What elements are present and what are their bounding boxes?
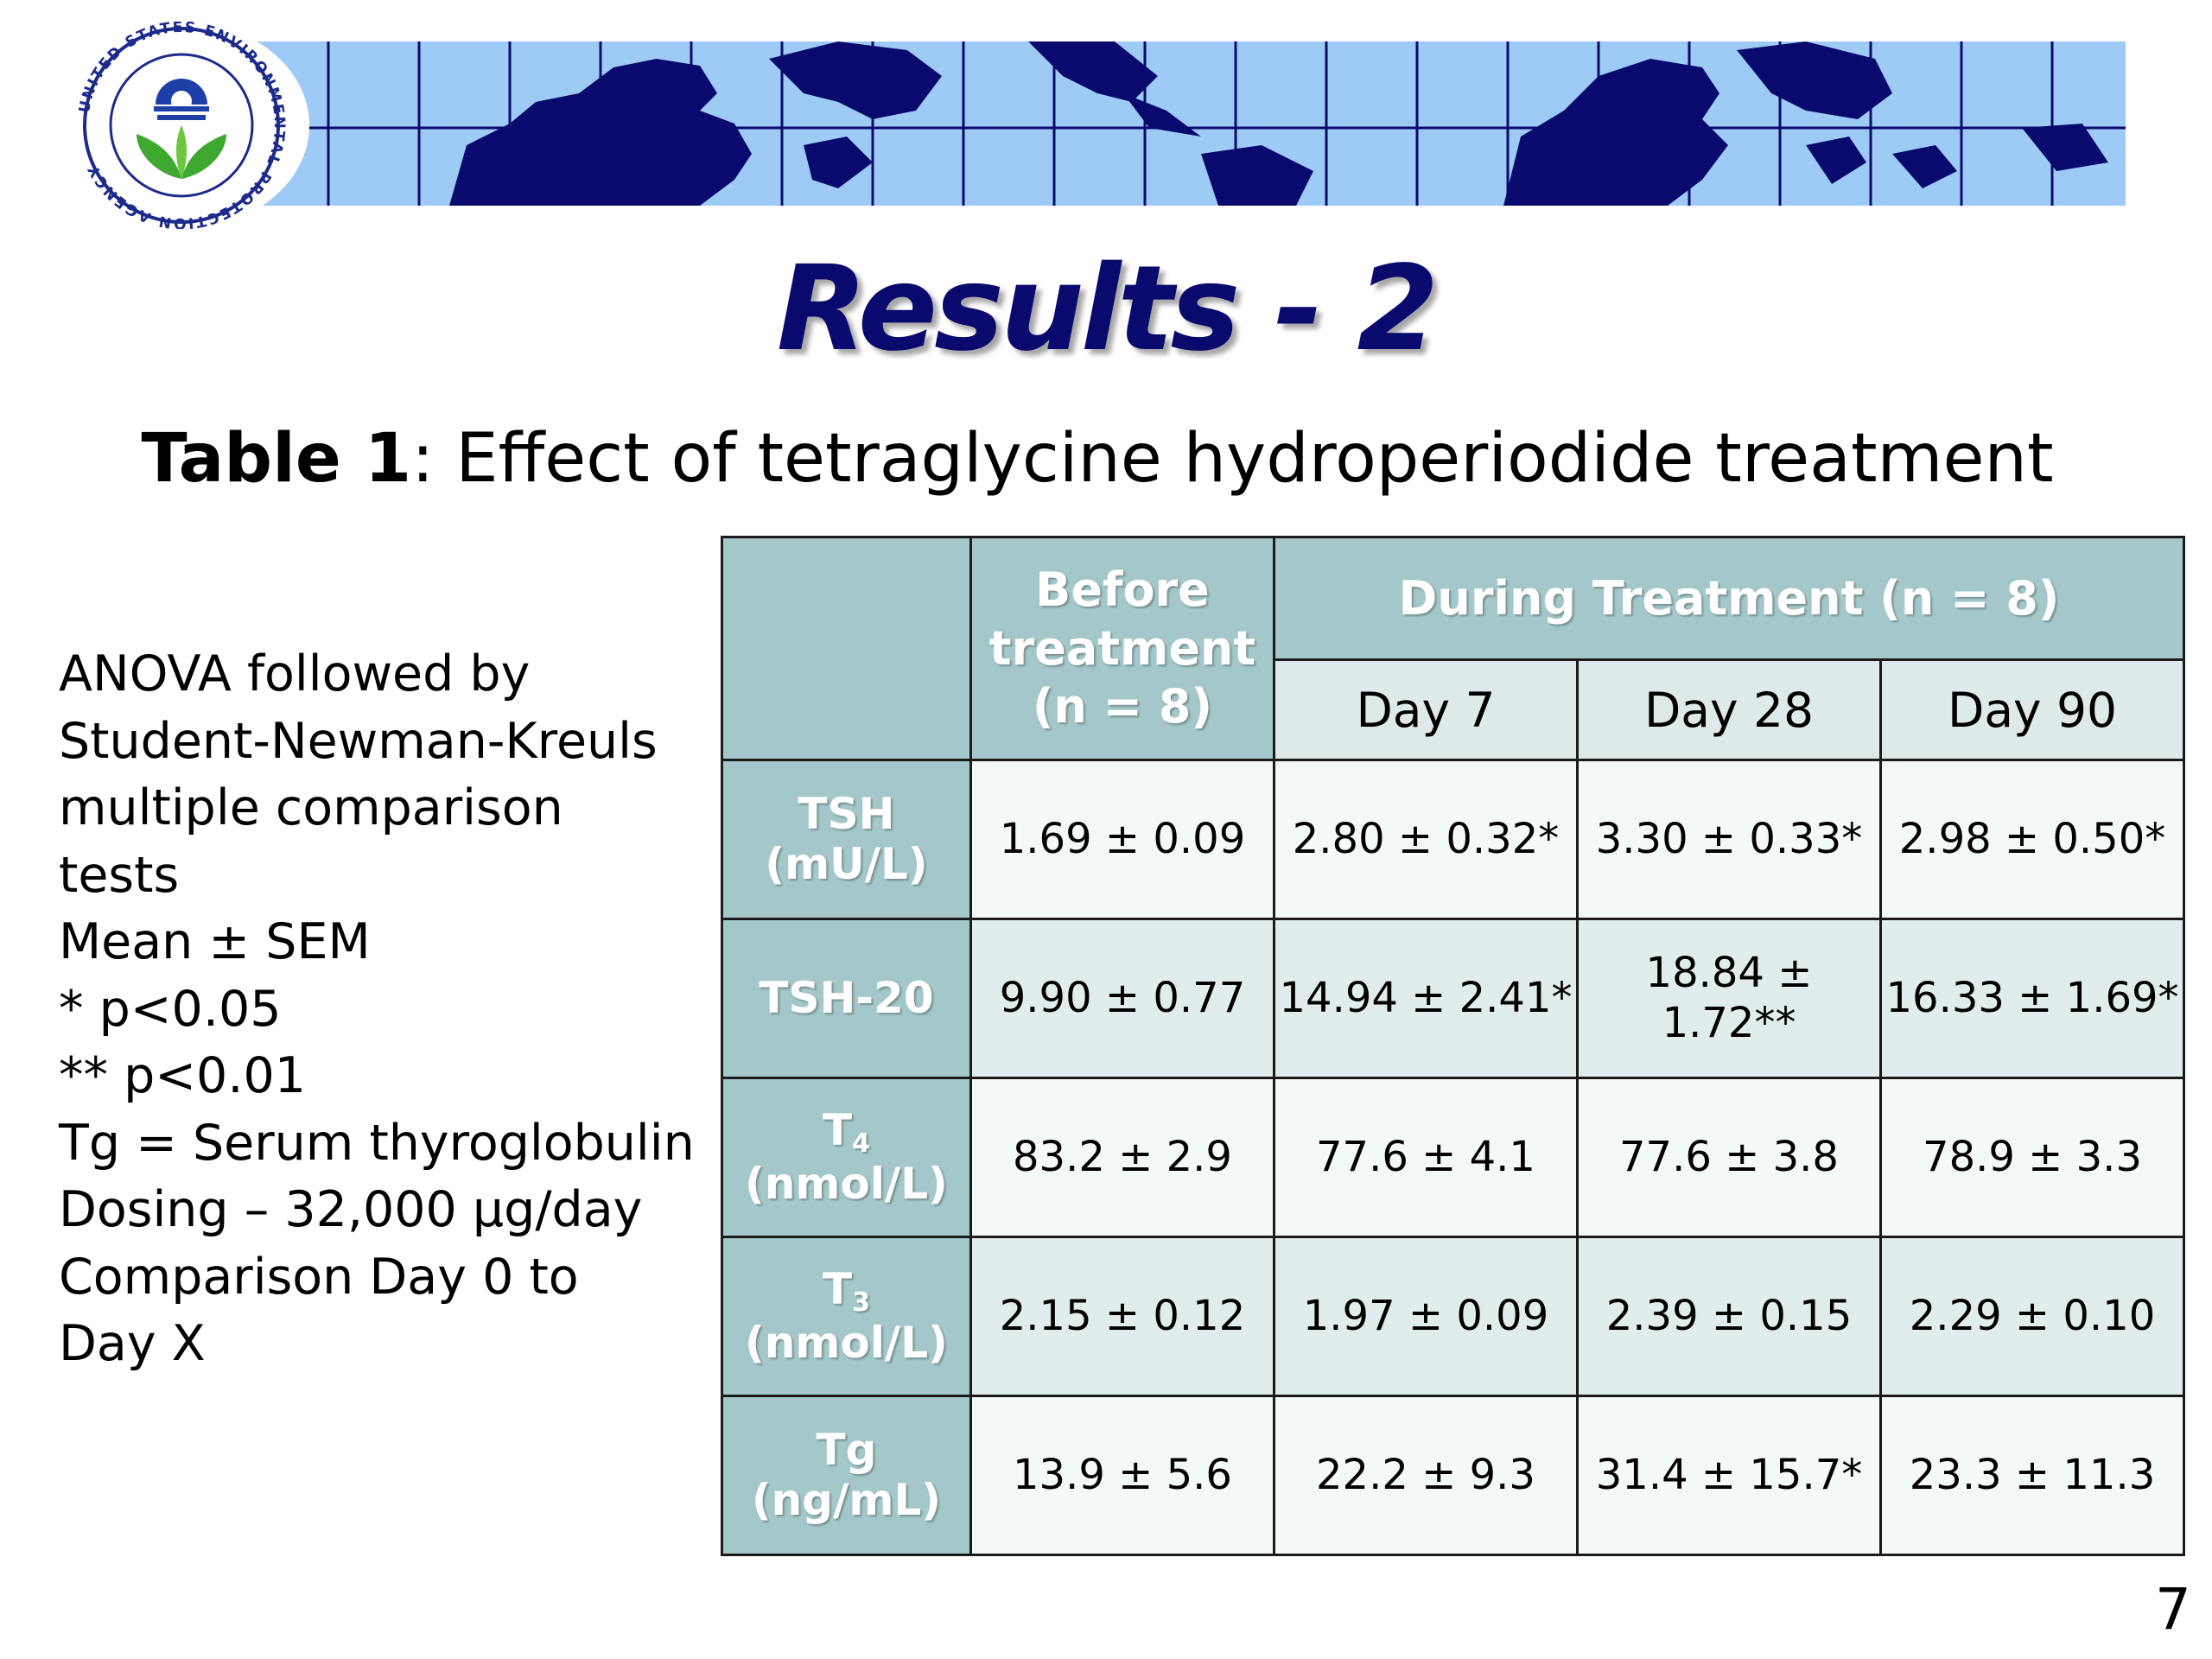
table-row: T3 (nmol/L) 2.15 ± 0.12 1.97 ± 0.09 2.39 … — [721, 1236, 2186, 1397]
table-cell: 77.6 ± 3.8 — [1576, 1077, 1882, 1238]
row-header: TSH (mU/L) — [721, 759, 972, 920]
corner-cell — [721, 536, 972, 761]
table-cell: 3.30 ± 0.33* — [1576, 759, 1882, 920]
table-cell: 13.9 ± 5.6 — [969, 1395, 1275, 1556]
day-header: Day 7 — [1273, 658, 1579, 761]
day-header: Day 90 — [1878, 658, 2186, 761]
note-line: Dosing – 32,000 µg/day — [59, 1181, 643, 1238]
caption-label: Table 1 — [141, 420, 412, 498]
table-cell: 83.2 ± 2.9 — [969, 1077, 1275, 1238]
note-line: Comparison Day 0 to — [59, 1248, 579, 1306]
table-header-row: Before treatment (n = 8) During Treatment … — [721, 536, 2186, 761]
note-line: ** p<0.01 — [59, 1047, 306, 1104]
table-cell: 2.15 ± 0.12 — [969, 1236, 1275, 1397]
world-map-icon — [251, 41, 2126, 206]
notes-list: ANOVA followed by Student-Newman-Kreuls … — [59, 641, 715, 1378]
table-cell: 2.29 ± 0.10 — [1878, 1236, 2186, 1397]
day-header: Day 28 — [1576, 658, 1882, 761]
slide-title: Results - 2 — [776, 241, 1439, 378]
note-line: tests — [59, 846, 180, 904]
table-cell: 9.90 ± 0.77 — [969, 918, 1275, 1079]
during-treatment-header: During Treatment (n = 8) — [1272, 536, 2186, 661]
table-row: TSH (mU/L) 1.69 ± 0.09 2.80 ± 0.32* 3.30 … — [721, 759, 2186, 920]
table-cell: 78.9 ± 3.3 — [1878, 1077, 2186, 1238]
row-header: Tg (ng/mL) — [721, 1395, 972, 1556]
table-caption: Table 1: Effect of tetraglycine hydroper… — [0, 425, 2195, 493]
note-line: multiple comparison — [59, 779, 563, 836]
table-cell: 18.84 ± 1.72** — [1576, 918, 1882, 1079]
note-line: Mean ± SEM — [59, 913, 371, 970]
row-header: T3 (nmol/L) — [721, 1236, 972, 1397]
note-line: Tg = Serum thyroglobulin — [59, 1114, 695, 1172]
before-treatment-header: Before treatment (n = 8) — [969, 536, 1275, 761]
table-cell: 22.2 ± 9.3 — [1273, 1395, 1579, 1556]
table-cell: 1.97 ± 0.09 — [1273, 1236, 1579, 1397]
table-cell: 77.6 ± 4.1 — [1273, 1077, 1579, 1238]
epa-logo: UNITED STATES ENVIRONMENTAL PROTECTION A… — [54, 22, 309, 229]
note-line: Day X — [59, 1315, 206, 1372]
note-line: * p<0.05 — [59, 980, 282, 1038]
table-cell: 1.69 ± 0.09 — [969, 759, 1275, 920]
row-header: T4 (nmol/L) — [721, 1077, 972, 1238]
table-cell: 16.33 ± 1.69* — [1878, 918, 2186, 1079]
table-row: Tg (ng/mL) 13.9 ± 5.6 22.2 ± 9.3 31.4 ± 1… — [721, 1395, 2186, 1556]
caption-text: : Effect of tetraglycine hydroperiodide … — [411, 420, 2054, 498]
page-number: 7 — [2155, 1576, 2191, 1643]
table-cell: 23.3 ± 11.3 — [1878, 1395, 2186, 1556]
day-header-row: Day 7 Day 28 Day 90 — [722, 658, 2186, 761]
row-header: TSH-20 — [721, 918, 972, 1079]
table-cell: 2.98 ± 0.50* — [1878, 759, 2186, 920]
results-table: Before treatment (n = 8) During Treatment … — [721, 536, 2186, 1556]
table-cell: 31.4 ± 15.7* — [1576, 1395, 1882, 1556]
world-map-banner — [251, 41, 2126, 206]
epa-seal-icon: UNITED STATES ENVIRONMENTAL PROTECTION A… — [76, 22, 286, 229]
note-line: Student-Newman-Kreuls — [59, 712, 658, 770]
table-cell: 2.80 ± 0.32* — [1273, 759, 1579, 920]
table-row: TSH-20 9.90 ± 0.77 14.94 ± 2.41* 18.84 ±… — [721, 918, 2186, 1079]
table-cell: 2.39 ± 0.15 — [1576, 1236, 1882, 1397]
table-row: T4 (nmol/L) 83.2 ± 2.9 77.6 ± 4.1 77.6 ± … — [721, 1077, 2186, 1238]
table-cell: 14.94 ± 2.41* — [1273, 918, 1579, 1079]
note-line: ANOVA followed by — [59, 645, 531, 702]
